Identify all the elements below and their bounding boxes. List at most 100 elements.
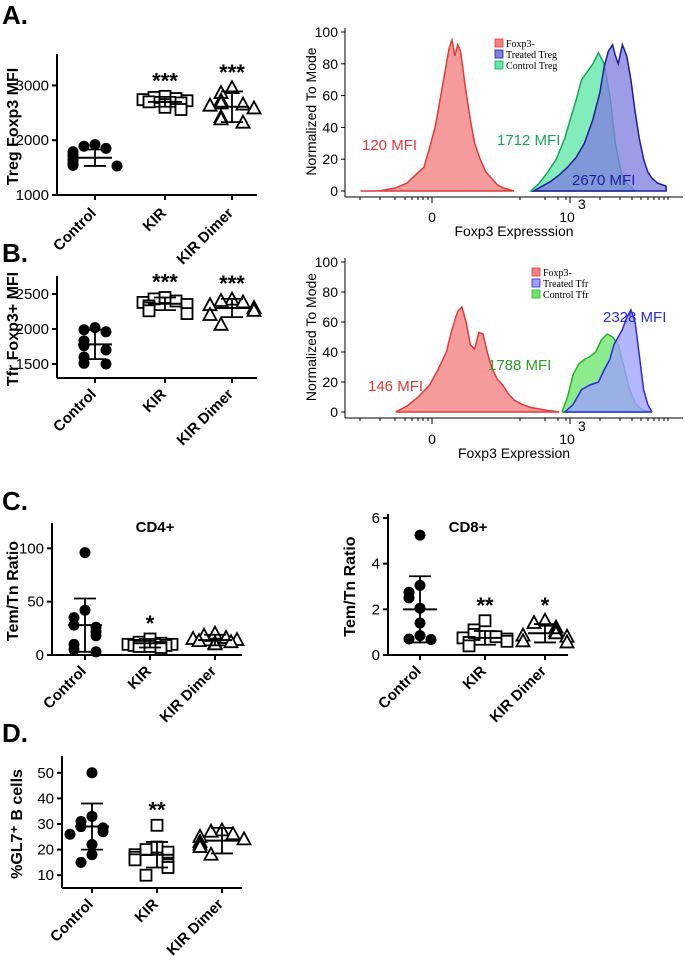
y-tick-label: 50 [37, 765, 54, 782]
y-tick-label: 0 [36, 647, 44, 664]
y-tick-label: 40 [37, 790, 54, 807]
legend-label: Treated Treg [506, 50, 557, 61]
x-category-label: KIR [125, 663, 155, 693]
significance-label: *** [219, 60, 245, 85]
x-axis-label: Foxp3 Expresssion [454, 223, 573, 239]
data-point [132, 640, 146, 653]
y-tick-label: 40 [322, 119, 338, 135]
histogram-treated-tfr [562, 308, 653, 413]
y-tick-label: 2 [372, 601, 380, 618]
data-point [139, 843, 153, 856]
data-point [500, 634, 514, 648]
mfi-label: 1788 MFI [488, 357, 551, 374]
y-tick-label: 60 [322, 88, 338, 104]
x-category-label: KIR [140, 205, 170, 235]
y-axis-label: Tem/Tn Ratio [342, 536, 359, 636]
x-tick-label: 10 [559, 209, 575, 225]
x-axis-label: Foxp3 Expression [458, 445, 570, 461]
data-point [142, 304, 156, 318]
data-point [558, 633, 576, 649]
significance-label: * [541, 593, 550, 618]
data-point [174, 103, 188, 116]
data-point [245, 301, 263, 317]
data-point [212, 315, 230, 331]
data-point [100, 326, 112, 338]
mfi-label: 2670 MFI [572, 172, 635, 189]
y-tick-label: 20 [37, 842, 54, 859]
data-point [462, 639, 476, 653]
data-point [79, 547, 91, 559]
y-tick-label: 80 [322, 284, 338, 300]
data-point [86, 767, 98, 779]
data-point [97, 826, 109, 838]
y-tick-label: 60 [322, 314, 338, 330]
data-point [139, 868, 153, 882]
x-category-label: Control [47, 896, 97, 946]
y-tick-label: 6 [372, 510, 380, 527]
data-point [202, 822, 220, 838]
data-point [414, 529, 426, 541]
data-point [180, 307, 194, 321]
x-tick-superscript: 3 [578, 418, 586, 434]
y-axis-label: %GL7⁺ B cells [9, 769, 26, 879]
data-point [89, 139, 101, 151]
y-axis-label: Tem/Tn Ratio [5, 541, 22, 641]
y-tick-label: 2000 [16, 132, 49, 149]
data-point [90, 630, 102, 642]
data-point [478, 614, 492, 628]
y-axis-label: Normalized To Mode [303, 273, 319, 401]
significance-label: *** [219, 271, 245, 296]
treg-foxp3-histogram: 0 20 40 60 80 100 0 103 Foxp3 Expresssion Normali… [303, 24, 683, 239]
x-category-label: Control [50, 205, 100, 255]
y-tick-label: 4 [372, 556, 380, 573]
y-tick-label: 2000 [16, 321, 49, 338]
x-category-label: KIR Dimer [174, 205, 237, 268]
y-tick-label: 20 [322, 151, 338, 167]
x-tick-label: 0 [428, 209, 436, 225]
data-point [201, 96, 219, 112]
y-tick-label: 1500 [16, 356, 49, 373]
significance-label: ** [148, 797, 166, 822]
legend-swatch [494, 60, 504, 70]
data-point [234, 95, 252, 111]
data-point [100, 344, 112, 356]
legend-swatch [494, 49, 504, 59]
y-tick-label: 0 [330, 183, 338, 199]
y-tick-label: 2500 [16, 286, 49, 303]
data-point [150, 818, 164, 832]
y-tick-label: 0 [330, 404, 338, 420]
histogram-treated-treg [530, 42, 667, 192]
significance-label: *** [152, 270, 178, 295]
data-point [514, 632, 532, 648]
x-category-label: Control [40, 663, 90, 713]
legend-swatch [531, 278, 541, 288]
x-category-label: KIR Dimer [164, 896, 227, 959]
data-point [78, 357, 90, 369]
data-point [525, 614, 543, 629]
x-tick-label: 0 [428, 431, 436, 447]
legend-label: Control Treg [506, 61, 557, 72]
legend-swatch [494, 38, 504, 48]
y-tick-label: 20 [322, 374, 338, 390]
x-tick-superscript: 3 [578, 196, 586, 212]
data-point [111, 160, 123, 172]
panel-label-d: D. [2, 718, 28, 748]
x-category-label: KIR [140, 386, 170, 416]
data-point [222, 633, 240, 649]
y-tick-label: 100 [315, 254, 339, 270]
panel-label-c: C. [2, 486, 28, 516]
legend-label: Foxp3- [543, 268, 572, 279]
data-point [489, 630, 503, 644]
legend-swatch [531, 267, 541, 277]
y-tick-label: 100 [315, 24, 339, 40]
x-category-label: KIR [132, 896, 162, 926]
x-category-label: KIR [460, 663, 490, 693]
data-point [86, 849, 98, 861]
data-point [235, 830, 253, 846]
legend-swatch [531, 289, 541, 299]
mfi-label: 2328 MFI [603, 309, 666, 326]
y-tick-label: 0 [372, 647, 380, 664]
